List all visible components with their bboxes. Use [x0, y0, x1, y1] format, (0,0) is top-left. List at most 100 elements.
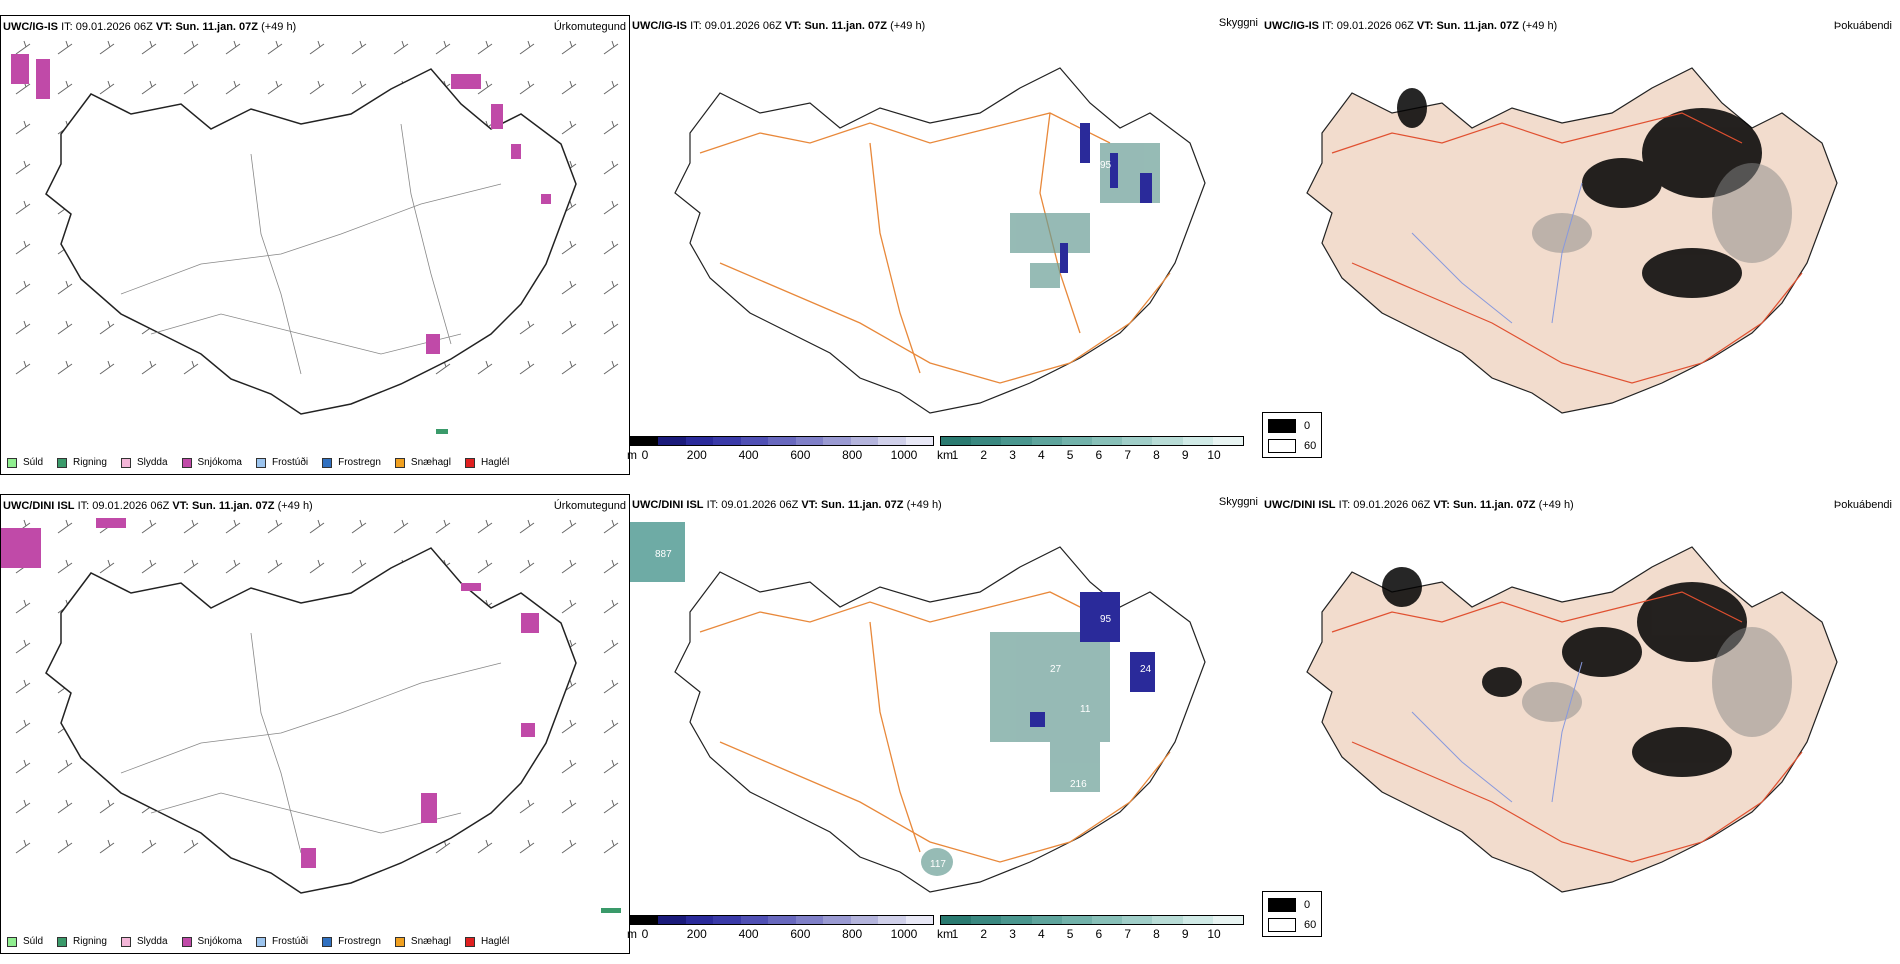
colorbar-tick-label: 1: [951, 927, 959, 941]
colorbar-tick-label: 0: [641, 448, 649, 462]
colorbar-tick-label: 5: [1066, 927, 1074, 941]
roads: [120, 123, 502, 375]
colorbar-segment: [1092, 437, 1123, 445]
wind-barb: [99, 80, 115, 95]
precip-type-panel: UWC/IG-IS IT: 09.01.2026 06Z VT: Sun. 11…: [0, 15, 630, 475]
ceiling-unit: m: [627, 927, 637, 941]
wind-barb: [15, 280, 31, 295]
legend-label: Frostúði: [271, 936, 309, 947]
wind-barb: [309, 559, 325, 574]
fog-legend: 0 60: [1262, 412, 1322, 458]
colorbar-segment: [971, 916, 1002, 924]
roads: [1331, 591, 1803, 863]
colorbar-segment: [1212, 437, 1244, 445]
fog-index-panel: UWC/DINI ISL IT: 09.01.2026 06Z VT: Sun.…: [1262, 494, 1900, 954]
panel-header: UWC/DINI ISL IT: 09.01.2026 06Z VT: Sun.…: [1264, 499, 1574, 511]
rivers: [1411, 661, 1583, 803]
fog-index-panel: UWC/IG-IS IT: 09.01.2026 06Z VT: Sun. 11…: [1262, 15, 1900, 475]
forecast-row-2: UWC/DINI ISL IT: 09.01.2026 06Z VT: Sun.…: [0, 494, 1900, 964]
wind-barb: [561, 240, 577, 255]
wind-barb: [183, 40, 199, 55]
panel-title: Þokuábendi: [1833, 20, 1892, 32]
wind-barb: [519, 799, 535, 814]
wind-barb: [309, 519, 325, 534]
fog-legend-label: 0: [1304, 420, 1311, 432]
legend-item: Slydda: [120, 457, 168, 468]
legend-label: Frostúði: [271, 457, 309, 468]
roads: [1331, 112, 1803, 384]
wind-barb: [183, 559, 199, 574]
visibility-colorbar-strip: [940, 915, 1244, 925]
colorbar-tick-label: 10: [1207, 448, 1221, 462]
wind-barb: [225, 80, 241, 95]
rain-area: [601, 908, 621, 913]
colorbar-segment: [658, 916, 686, 924]
wind-barb: [561, 599, 577, 614]
wind-barb: [57, 559, 73, 574]
visibility-unit: km: [937, 927, 953, 941]
wind-barb: [435, 40, 451, 55]
colorbar-segment: [905, 916, 933, 924]
wind-barb: [15, 240, 31, 255]
value-label: 27: [1050, 664, 1062, 675]
legend-label: Snæhagl: [410, 457, 451, 468]
colorbar-segment: [878, 916, 906, 924]
legend-label: Snjókoma: [197, 936, 242, 947]
legend-swatch: [464, 457, 475, 468]
colorbar-segment: [1212, 916, 1244, 924]
legend-item: Frostúði: [255, 936, 309, 947]
wind-barb: [519, 360, 535, 375]
wind-barb: [99, 360, 115, 375]
colorbar-segment: [1031, 916, 1062, 924]
wind-barb: [57, 759, 73, 774]
wind-barb: [15, 360, 31, 375]
colorbar-tick-label: 6: [1095, 927, 1103, 941]
wind-barb: [477, 80, 493, 95]
wind-barb: [519, 80, 535, 95]
wind-barb: [393, 40, 409, 55]
panel-header: UWC/IG-IS IT: 09.01.2026 06Z VT: Sun. 11…: [1264, 20, 1558, 32]
fog-map: [1306, 67, 1838, 414]
ceiling-colorbar-strip: [630, 915, 934, 925]
wind-barb: [225, 559, 241, 574]
colorbar-segment: [768, 437, 796, 445]
wind-barb: [603, 599, 619, 614]
colorbar-tick-label: 800: [842, 448, 863, 462]
colorbar-segment: [658, 437, 686, 445]
wind-barb: [603, 559, 619, 574]
wind-barb: [519, 40, 535, 55]
wind-barb: [15, 599, 31, 614]
colorbar-segment: [1031, 437, 1062, 445]
value-label: 24: [1140, 664, 1152, 675]
colorbar-tick-label: 1000: [890, 927, 918, 941]
legend-swatch: [181, 936, 192, 947]
forecast-row-1: UWC/IG-IS IT: 09.01.2026 06Z VT: Sun. 11…: [0, 15, 1900, 485]
wind-barb: [351, 80, 367, 95]
roads: [699, 591, 1171, 863]
wind-barb: [183, 519, 199, 534]
wind-barb: [477, 839, 493, 854]
legend-item: Snæhagl: [394, 457, 451, 468]
wind-barb: [183, 80, 199, 95]
precip-type-panel: UWC/DINI ISL IT: 09.01.2026 06Z VT: Sun.…: [0, 494, 630, 954]
wind-barb: [519, 320, 535, 335]
colorbar-segment: [713, 437, 741, 445]
colorbar-tick-label: 6: [1095, 448, 1103, 462]
wind-barb: [603, 320, 619, 335]
legend-swatch: [57, 936, 68, 947]
legend-label: Rigning: [73, 936, 107, 947]
wind-barb: [15, 160, 31, 175]
legend-label: Slydda: [136, 457, 168, 468]
wind-barb: [477, 559, 493, 574]
wind-barb: [183, 360, 199, 375]
fog-legend-swatch: [1268, 439, 1296, 453]
wind-barb: [603, 160, 619, 175]
precip-legend: Súld Rigning Slydda Snjókoma Frostúði Frostre…: [7, 457, 523, 468]
legend-label: Haglél: [480, 936, 510, 947]
snow-areas: [11, 54, 551, 354]
wind-barb: [141, 360, 157, 375]
value-labels: 887 95 24 27 11 216 117 14: [655, 549, 1152, 870]
colorbar-tick-label: 9: [1181, 448, 1189, 462]
model-name: UWC/DINI ISL: [3, 500, 75, 512]
wind-barb: [435, 519, 451, 534]
